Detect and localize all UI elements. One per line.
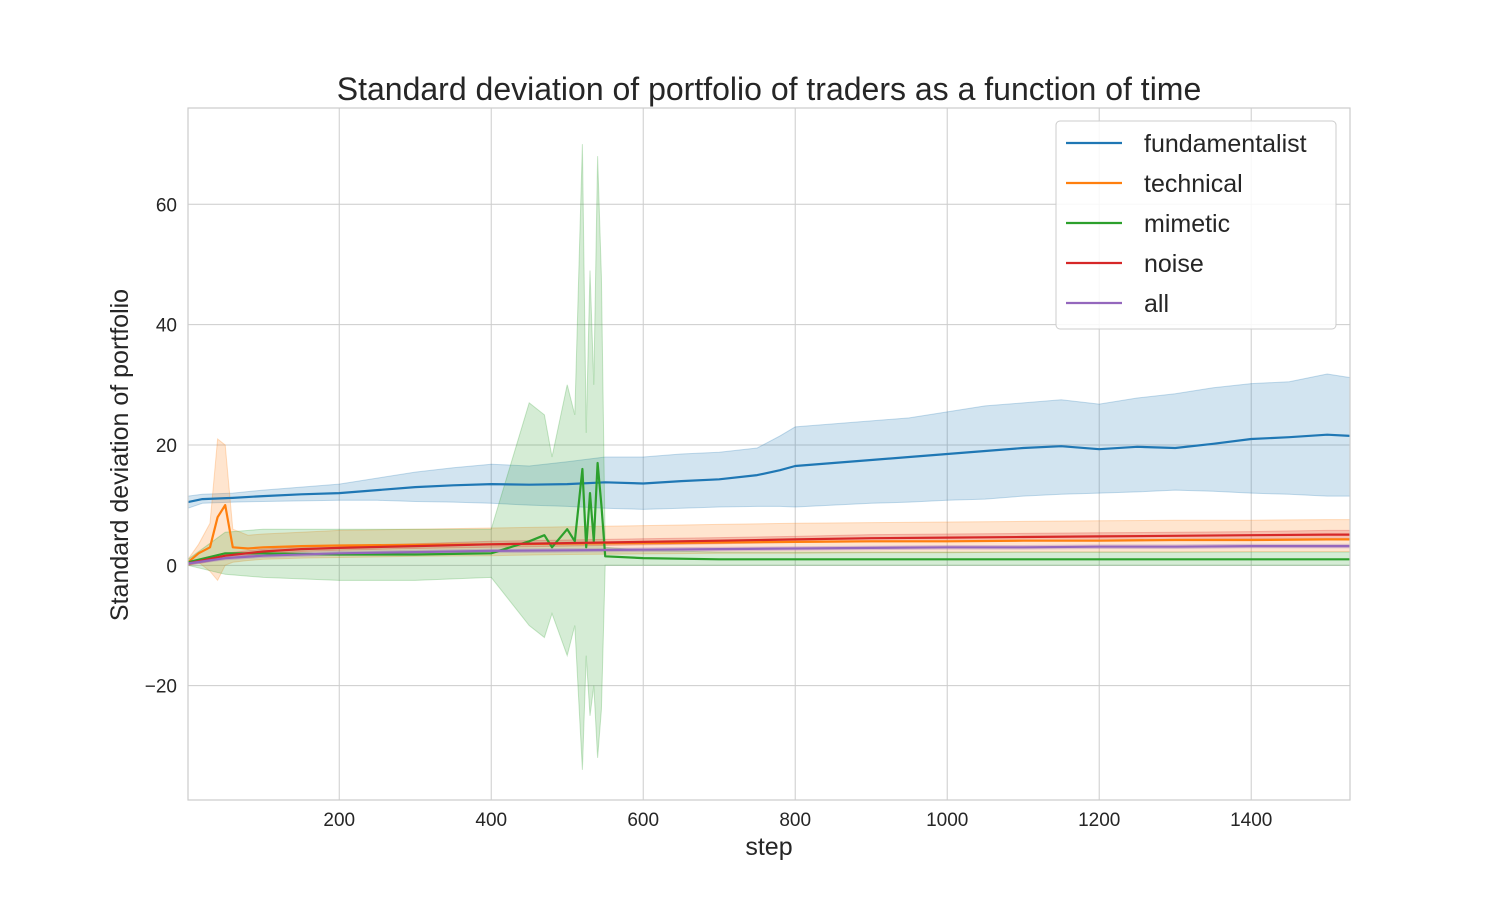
x-axis-ticks: 200 400 600 800 1000 1200 1400: [323, 810, 1272, 831]
x-tick-label: 400: [475, 810, 507, 831]
legend-label-fundamentalist: fundamentalist: [1144, 130, 1307, 158]
y-tick-label: −20: [145, 677, 177, 698]
y-tick-label: 60: [156, 195, 177, 216]
legend: fundamentalist technical mimetic noise all: [1055, 120, 1337, 330]
fundamentalist-band: [187, 373, 1351, 510]
legend-label-all: all: [1144, 290, 1169, 318]
y-tick-label: 20: [156, 436, 177, 457]
mimetic-line: [187, 461, 1350, 564]
x-tick-label: 1400: [1230, 810, 1272, 831]
legend-label-noise: noise: [1144, 250, 1204, 278]
fundamentalist-line: [187, 433, 1351, 504]
legend-label-technical: technical: [1144, 170, 1243, 198]
x-tick-label: 1000: [926, 810, 968, 831]
chart-title: Standard deviation of portfolio of trade…: [337, 71, 1202, 107]
legend-label-mimetic: mimetic: [1144, 210, 1230, 238]
plot-frame: [187, 107, 1351, 801]
y-tick-label: 0: [166, 556, 177, 577]
x-tick-label: 600: [627, 810, 659, 831]
noise-line: [187, 533, 1350, 565]
y-tick-label: 40: [156, 316, 177, 337]
x-tick-label: 800: [779, 810, 811, 831]
x-tick-label: 1200: [1078, 810, 1120, 831]
all-line: [187, 544, 1350, 565]
y-axis-ticks: −20 0 20 40 60: [145, 195, 177, 697]
series-lines: [187, 433, 1351, 565]
x-axis-label: step: [745, 833, 792, 861]
y-axis-label: Standard deviation of portfolio: [106, 289, 134, 621]
legend-box: [1055, 120, 1337, 330]
x-tick-label: 200: [323, 810, 355, 831]
